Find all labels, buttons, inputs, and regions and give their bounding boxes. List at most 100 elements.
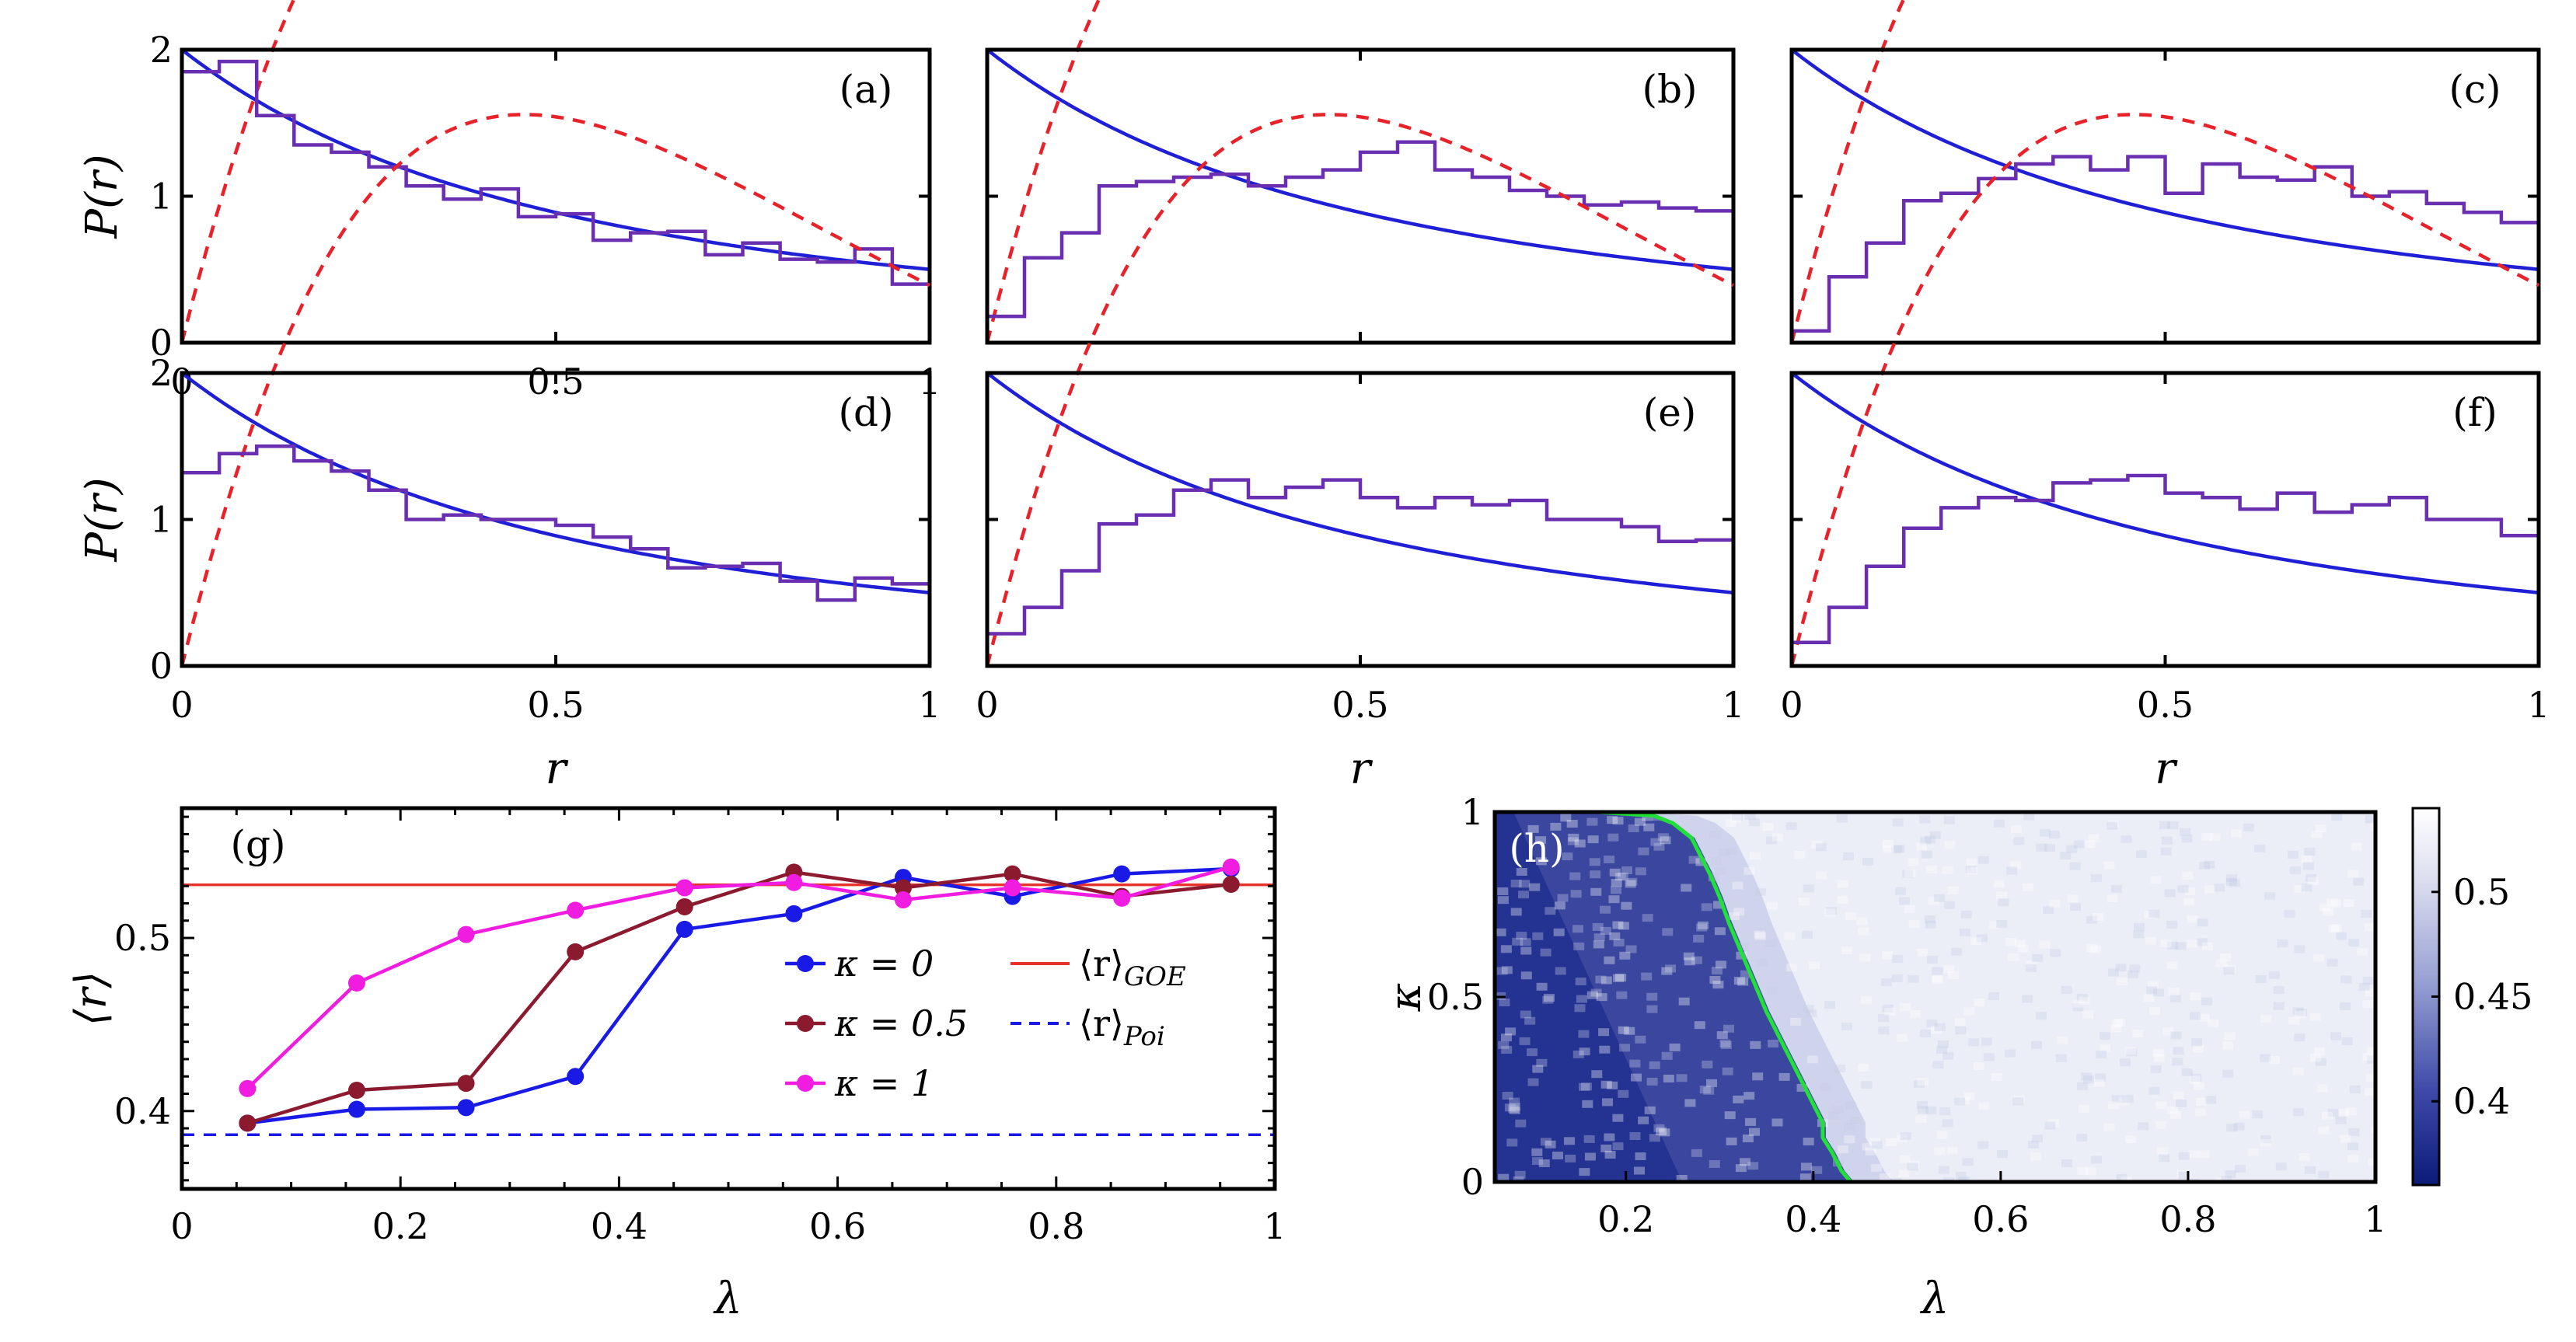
heatmap-cell xyxy=(1508,1104,1520,1113)
heatmap-cell xyxy=(1590,887,1602,896)
heatmap-cell xyxy=(2368,1158,2375,1166)
heatmap-cell xyxy=(2159,1154,2170,1162)
heatmap-cell xyxy=(2107,1101,2119,1110)
heatmap-cell xyxy=(2184,887,2196,895)
heatmap-cell xyxy=(2347,1155,2359,1163)
data-point xyxy=(567,943,585,960)
heatmap-cell xyxy=(2188,1150,2199,1159)
heatmap-cell xyxy=(1650,838,1662,846)
heatmap-cell xyxy=(1568,833,1579,842)
heatmap-cell xyxy=(1642,914,1653,922)
heatmap-deep-region xyxy=(1495,812,1683,1182)
heatmap-cell xyxy=(2086,944,2098,953)
heatmap-cell xyxy=(1767,901,1778,910)
heatmap-cell xyxy=(2193,1044,2204,1053)
heatmap-cell xyxy=(1520,1010,1531,1019)
heatmap-cell xyxy=(1932,967,1943,975)
x-axis-label: r xyxy=(546,744,569,794)
heatmap-cell xyxy=(1643,823,1655,831)
heatmap-cell xyxy=(1586,817,1598,826)
heatmap-cell xyxy=(1567,837,1579,845)
heatmap-cell xyxy=(1590,988,1602,997)
heatmap-cell xyxy=(1834,1065,1845,1073)
heatmap-cell xyxy=(1925,835,1936,844)
heatmap-cell xyxy=(2252,1110,2264,1118)
heatmap-cell xyxy=(2030,1152,2042,1161)
series-kappa-2 xyxy=(239,858,1240,1097)
heatmap-cell xyxy=(1871,1141,1883,1149)
heatmap-cell xyxy=(2365,815,2375,824)
heatmap-cell xyxy=(2036,1012,2047,1020)
heatmap-cell xyxy=(1579,1082,1590,1091)
heatmap-cell xyxy=(1900,1002,1911,1011)
heatmap-cell xyxy=(2077,1167,2089,1175)
heatmap-cell xyxy=(1694,1021,1705,1030)
heatmap-cell xyxy=(2122,1095,2134,1103)
heatmap-cell xyxy=(1584,1152,1596,1161)
heatmap-cell xyxy=(1617,872,1628,880)
heatmap-cell xyxy=(1921,850,1932,859)
heatmap-cell xyxy=(2345,1107,2357,1116)
heatmap-cell xyxy=(1656,1127,1667,1135)
heatmap-cell xyxy=(1693,934,1705,943)
data-point xyxy=(675,898,693,915)
heatmap-cell xyxy=(1527,1048,1538,1057)
heatmap-cell xyxy=(2145,936,2157,945)
heatmap-cell xyxy=(2178,1171,2190,1180)
heatmap-cell xyxy=(2118,1097,2130,1106)
heatmap-cell xyxy=(1916,1100,1928,1109)
heatmap-cell xyxy=(1500,945,1512,953)
histogram-steps xyxy=(1792,155,2539,333)
heatmap-cell xyxy=(1749,1128,1760,1136)
heatmap-cell xyxy=(1575,978,1586,985)
heatmap-cell xyxy=(1538,1159,1550,1167)
heatmap-cell xyxy=(1706,1079,1717,1087)
legend-label: κ = 1 xyxy=(834,1062,934,1104)
y-tick-label: 0 xyxy=(150,322,173,364)
heatmap-cell xyxy=(1497,896,1509,905)
data-point xyxy=(457,1075,475,1093)
heatmap-cell xyxy=(1756,958,1768,967)
x-tick-label: 0.4 xyxy=(591,1205,647,1247)
x-tick-label: 1 xyxy=(2364,1198,2386,1240)
heatmap-cell xyxy=(2326,898,2338,907)
heatmap-cell xyxy=(1899,1155,1911,1163)
heatmap-cell xyxy=(1516,868,1527,876)
panel-g: 0 0.2 0.4 0.6 0.8 1 0.4 0.5 λ ⟨r⟩ (g) κ = 0 κ = 0.5 κ… xyxy=(66,806,1286,1324)
heatmap-cell xyxy=(1934,1023,1946,1031)
x-tick-label: 0 xyxy=(1780,684,1803,726)
heatmap-cell xyxy=(1745,1117,1756,1126)
heatmap-cell xyxy=(1892,818,1904,827)
heatmap-cell xyxy=(1917,1106,1929,1114)
heatmap-cell xyxy=(1946,1146,1958,1155)
heatmap-cell xyxy=(2044,1121,2056,1130)
y-tick-label: 2 xyxy=(150,29,173,71)
heatmap-cell xyxy=(1802,930,1813,939)
axes-frame xyxy=(180,806,1277,1191)
heatmap-cell xyxy=(1604,856,1615,863)
heatmap-cell xyxy=(1983,1053,1995,1061)
heatmap-cell xyxy=(1496,967,1508,975)
heatmap-cell xyxy=(2013,837,2025,845)
heatmap-cell xyxy=(1974,998,1985,1006)
heatmap-cell xyxy=(1718,849,1730,857)
heatmap-cell xyxy=(2114,1019,2126,1027)
heatmap-cell xyxy=(1621,866,1632,874)
heatmap-cell xyxy=(1615,974,1627,982)
heatmap-cell xyxy=(2125,1135,2136,1144)
heatmap-cell xyxy=(1504,1103,1516,1112)
legend-marker xyxy=(797,1075,814,1092)
heatmap-cell xyxy=(2338,1108,2350,1117)
heatmap-cell xyxy=(1527,1078,1539,1086)
heatmap-cell xyxy=(1569,872,1581,880)
heatmap-cell xyxy=(1910,1009,1922,1018)
heatmap-cell xyxy=(1540,948,1552,957)
heatmap-cell xyxy=(2027,1141,2039,1149)
heatmap-cell xyxy=(1720,1040,1732,1049)
heatmap-cell xyxy=(2361,999,2373,1008)
heatmap-cell xyxy=(1948,971,1959,979)
panel-label: (f) xyxy=(2452,390,2497,435)
colorbar-tick-label: 0.4 xyxy=(2453,1080,2510,1122)
heatmap-cell xyxy=(2341,1037,2353,1045)
heatmap-cell xyxy=(1566,820,1578,828)
